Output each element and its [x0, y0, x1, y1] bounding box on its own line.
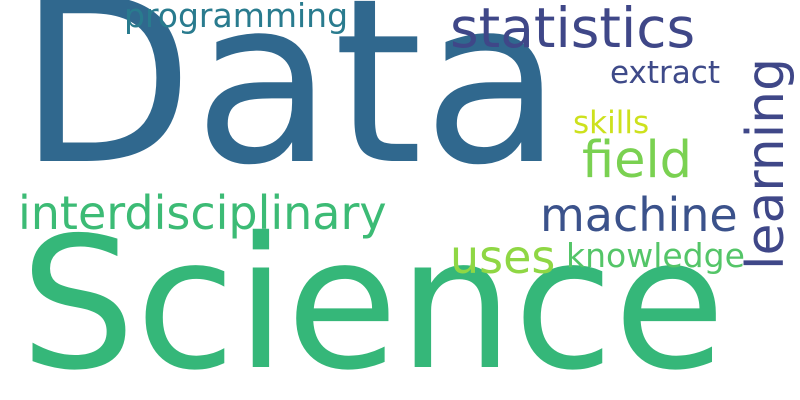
word-field: field: [582, 131, 693, 190]
word-science: Science: [20, 198, 726, 400]
word-uses: uses: [450, 230, 556, 284]
word-interdisciplinary: interdisciplinary: [18, 186, 387, 240]
word-skills: skills: [573, 105, 650, 141]
word-data: Data: [18, 0, 563, 215]
word-programming: programming: [124, 0, 349, 35]
word-knowledge: knowledge: [566, 236, 745, 275]
word-machine: machine: [540, 188, 738, 242]
word-extract: extract: [610, 55, 720, 91]
word-learning: learning: [736, 57, 796, 270]
word-statistics: statistics: [450, 0, 696, 60]
